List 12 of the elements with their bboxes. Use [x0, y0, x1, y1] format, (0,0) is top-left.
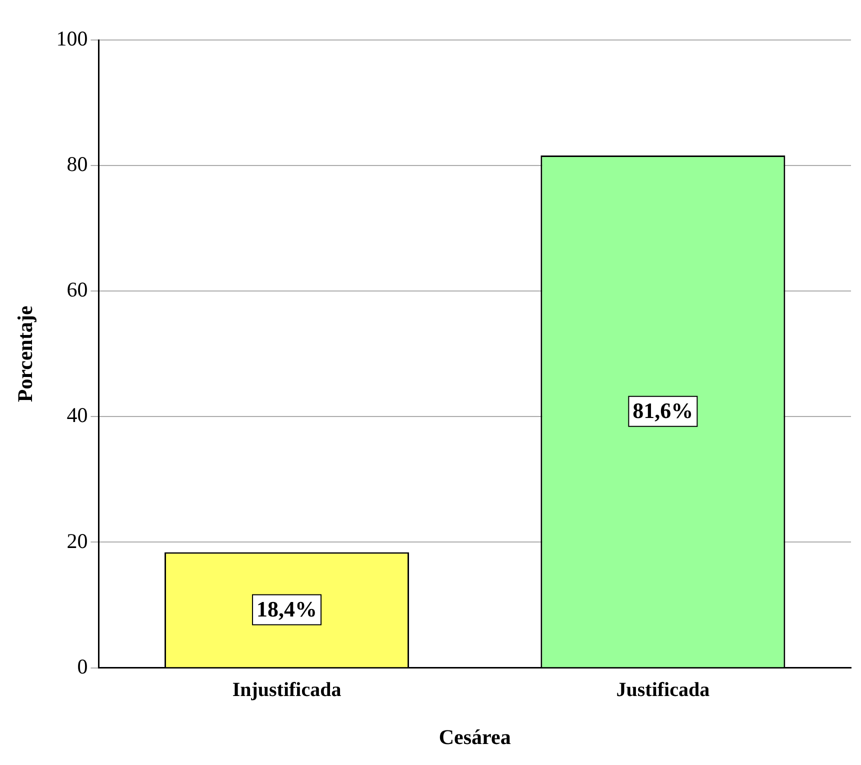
- x-tick-label: Injustificada: [232, 678, 342, 701]
- y-tick-label: 40: [66, 403, 88, 428]
- x-axis-title: Cesárea: [438, 724, 512, 749]
- y-tick-label: 0: [77, 654, 88, 678]
- y-tick-label: 100: [56, 26, 88, 51]
- y-axis-title: Porcentaje: [13, 306, 38, 402]
- y-tick-label: 60: [66, 278, 88, 302]
- data-label: 18,4%: [256, 596, 318, 622]
- y-tick-label: 20: [66, 528, 88, 553]
- x-tick-label: Justificada: [616, 678, 710, 701]
- data-label: 81,6%: [632, 398, 694, 424]
- y-tick-label: 80: [66, 152, 88, 176]
